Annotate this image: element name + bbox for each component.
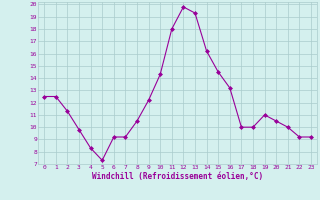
X-axis label: Windchill (Refroidissement éolien,°C): Windchill (Refroidissement éolien,°C) bbox=[92, 172, 263, 181]
